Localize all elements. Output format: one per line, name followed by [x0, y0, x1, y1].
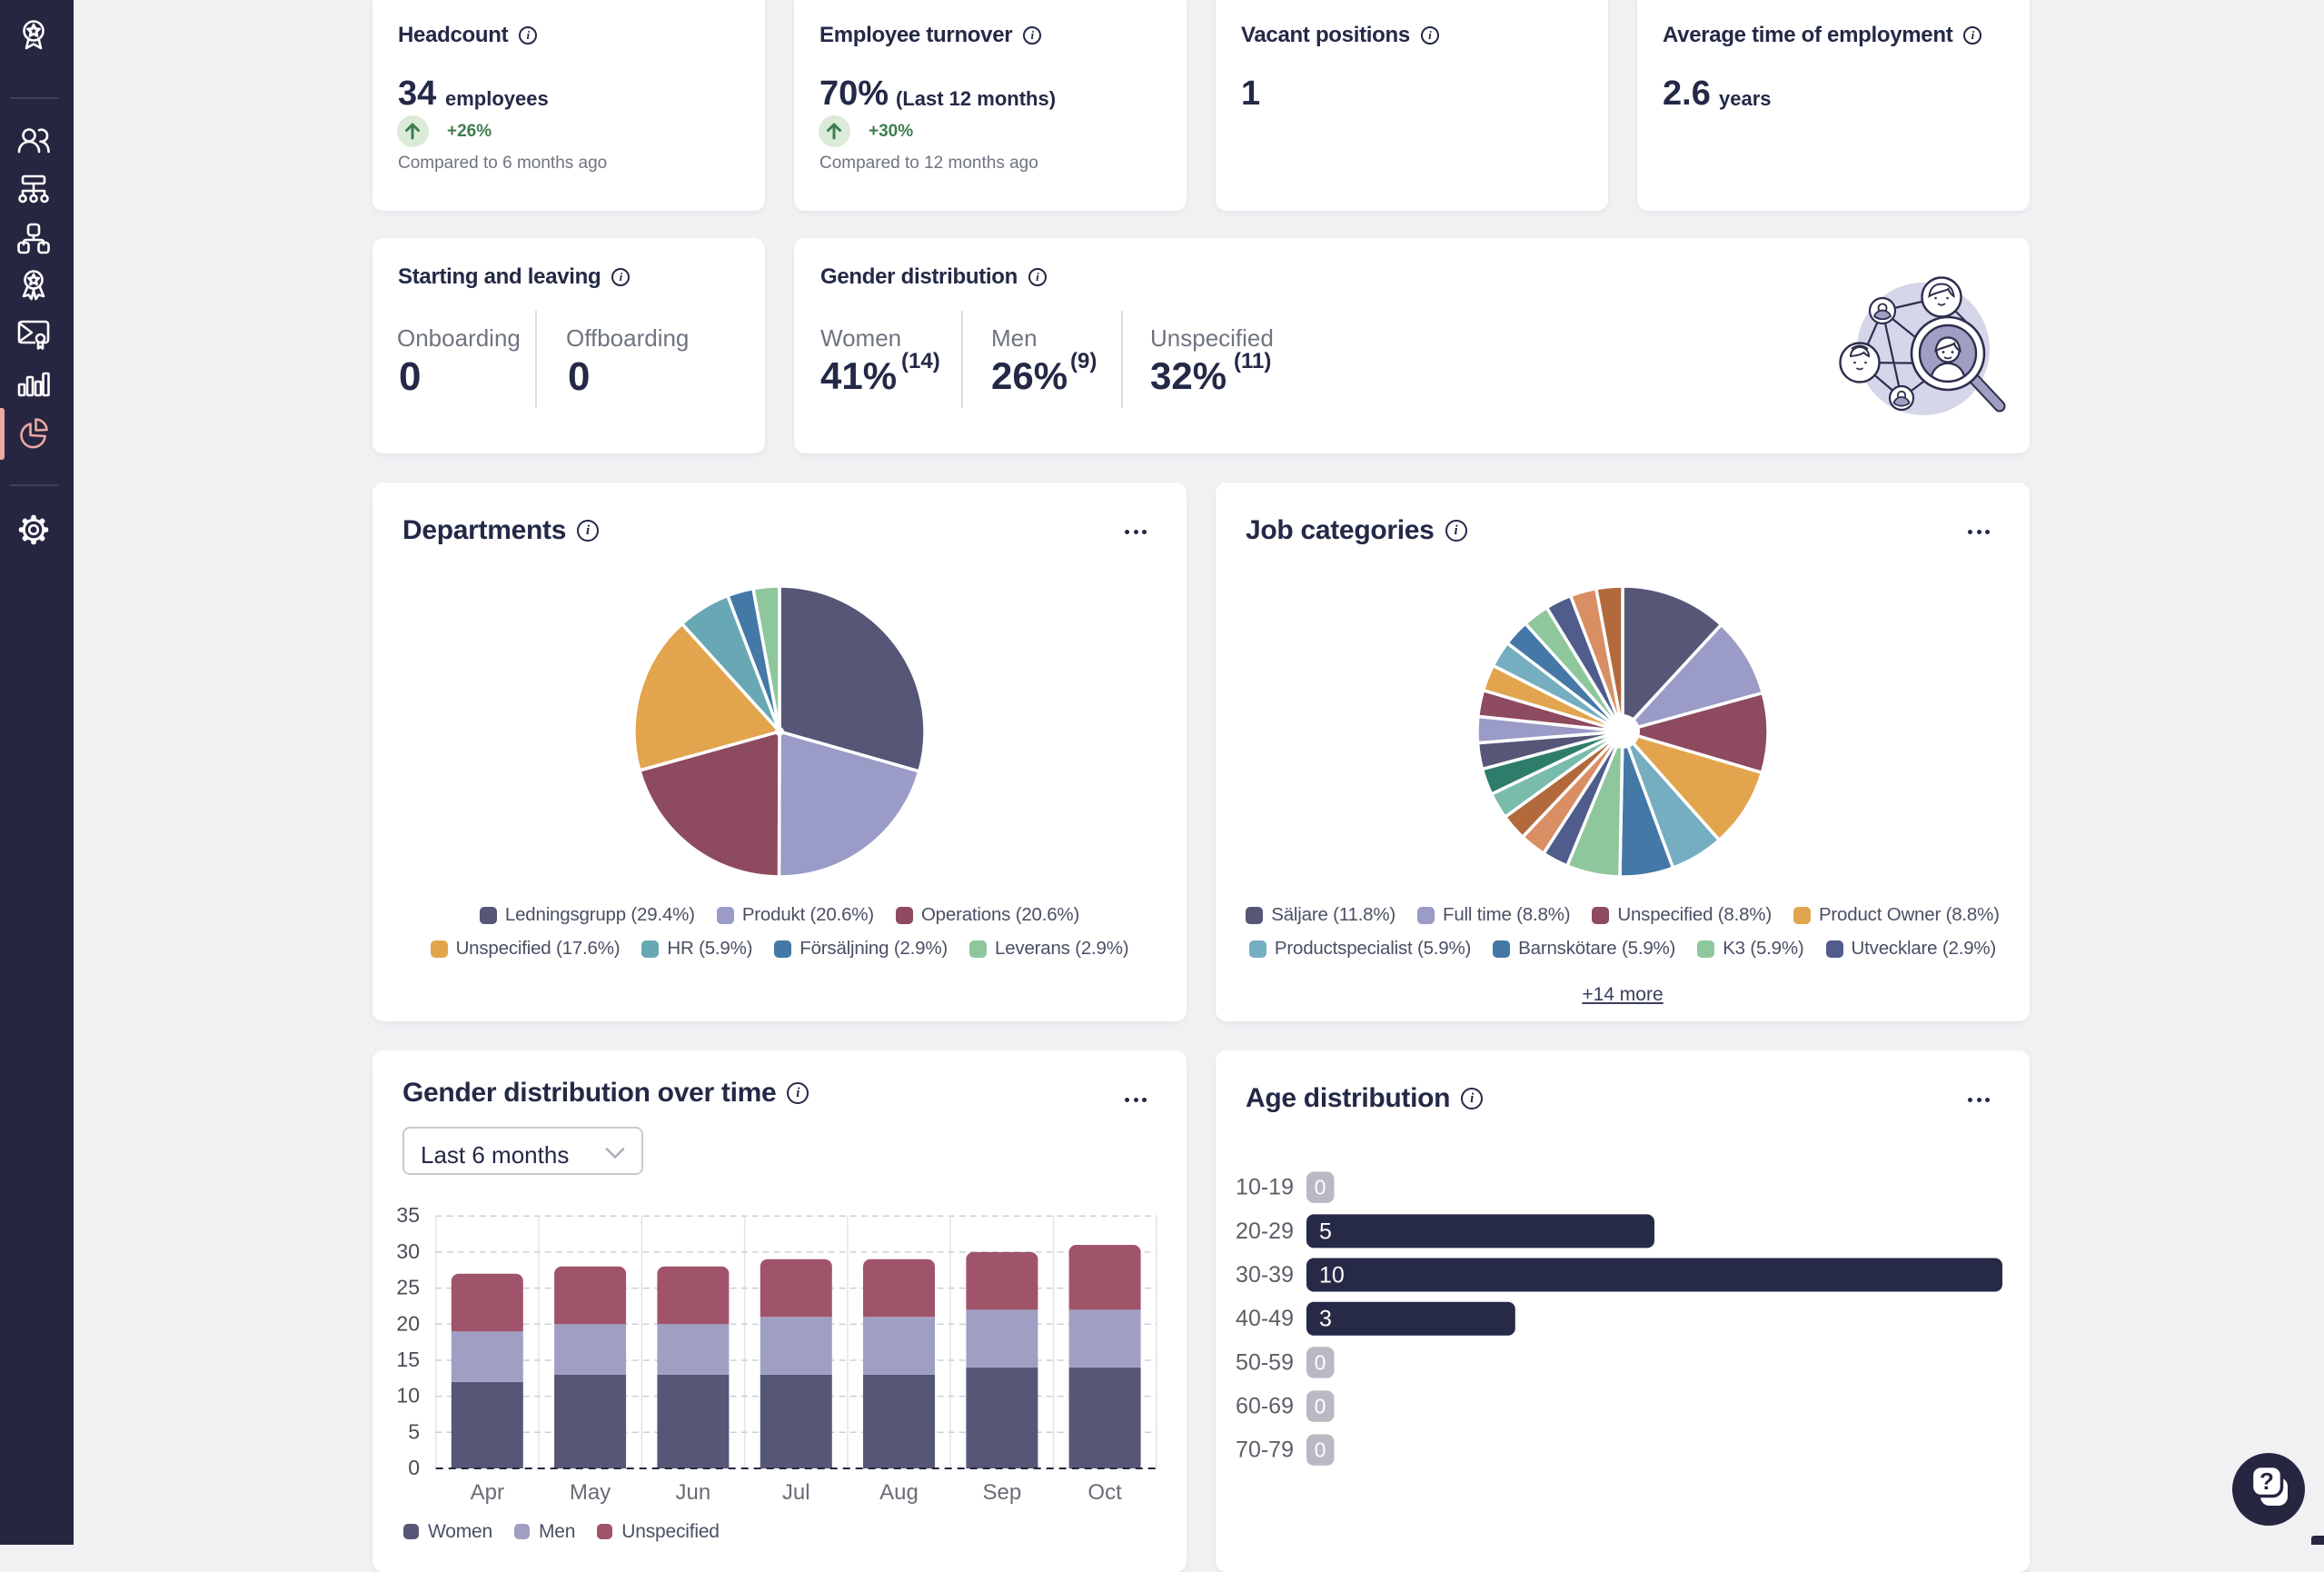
- svg-text:40-49: 40-49: [1236, 1306, 1294, 1331]
- svg-text:50-59: 50-59: [1236, 1349, 1294, 1375]
- svg-text:0: 0: [1315, 1350, 1326, 1374]
- svg-text:5: 5: [1319, 1219, 1332, 1244]
- svg-text:Jul: Jul: [782, 1480, 810, 1505]
- svg-text:15: 15: [396, 1348, 420, 1371]
- svg-text:20: 20: [396, 1311, 420, 1335]
- svg-text:10: 10: [1319, 1263, 1345, 1288]
- svg-text:Jun: Jun: [676, 1480, 711, 1505]
- svg-text:20-29: 20-29: [1236, 1219, 1294, 1244]
- svg-text:25: 25: [396, 1276, 420, 1299]
- svg-text:0: 0: [1315, 1395, 1326, 1418]
- svg-text:0: 0: [1315, 1176, 1326, 1199]
- svg-text:30-39: 30-39: [1236, 1262, 1294, 1288]
- svg-text:?: ?: [2259, 1468, 2274, 1495]
- svg-text:10-19: 10-19: [1236, 1175, 1294, 1200]
- svg-text:0: 0: [408, 1456, 420, 1479]
- svg-text:3: 3: [1319, 1307, 1332, 1332]
- svg-text:70-79: 70-79: [1236, 1438, 1294, 1463]
- svg-text:35: 35: [396, 1203, 420, 1227]
- svg-text:May: May: [570, 1480, 611, 1505]
- svg-text:10: 10: [396, 1384, 420, 1408]
- svg-text:30: 30: [396, 1239, 420, 1263]
- svg-text:Sep: Sep: [983, 1480, 1022, 1505]
- svg-text:60-69: 60-69: [1236, 1394, 1294, 1419]
- svg-text:Aug: Aug: [879, 1480, 919, 1505]
- svg-text:5: 5: [408, 1419, 420, 1443]
- svg-text:0: 0: [1315, 1438, 1326, 1462]
- svg-text:Apr: Apr: [471, 1480, 504, 1505]
- svg-text:Oct: Oct: [1088, 1480, 1122, 1505]
